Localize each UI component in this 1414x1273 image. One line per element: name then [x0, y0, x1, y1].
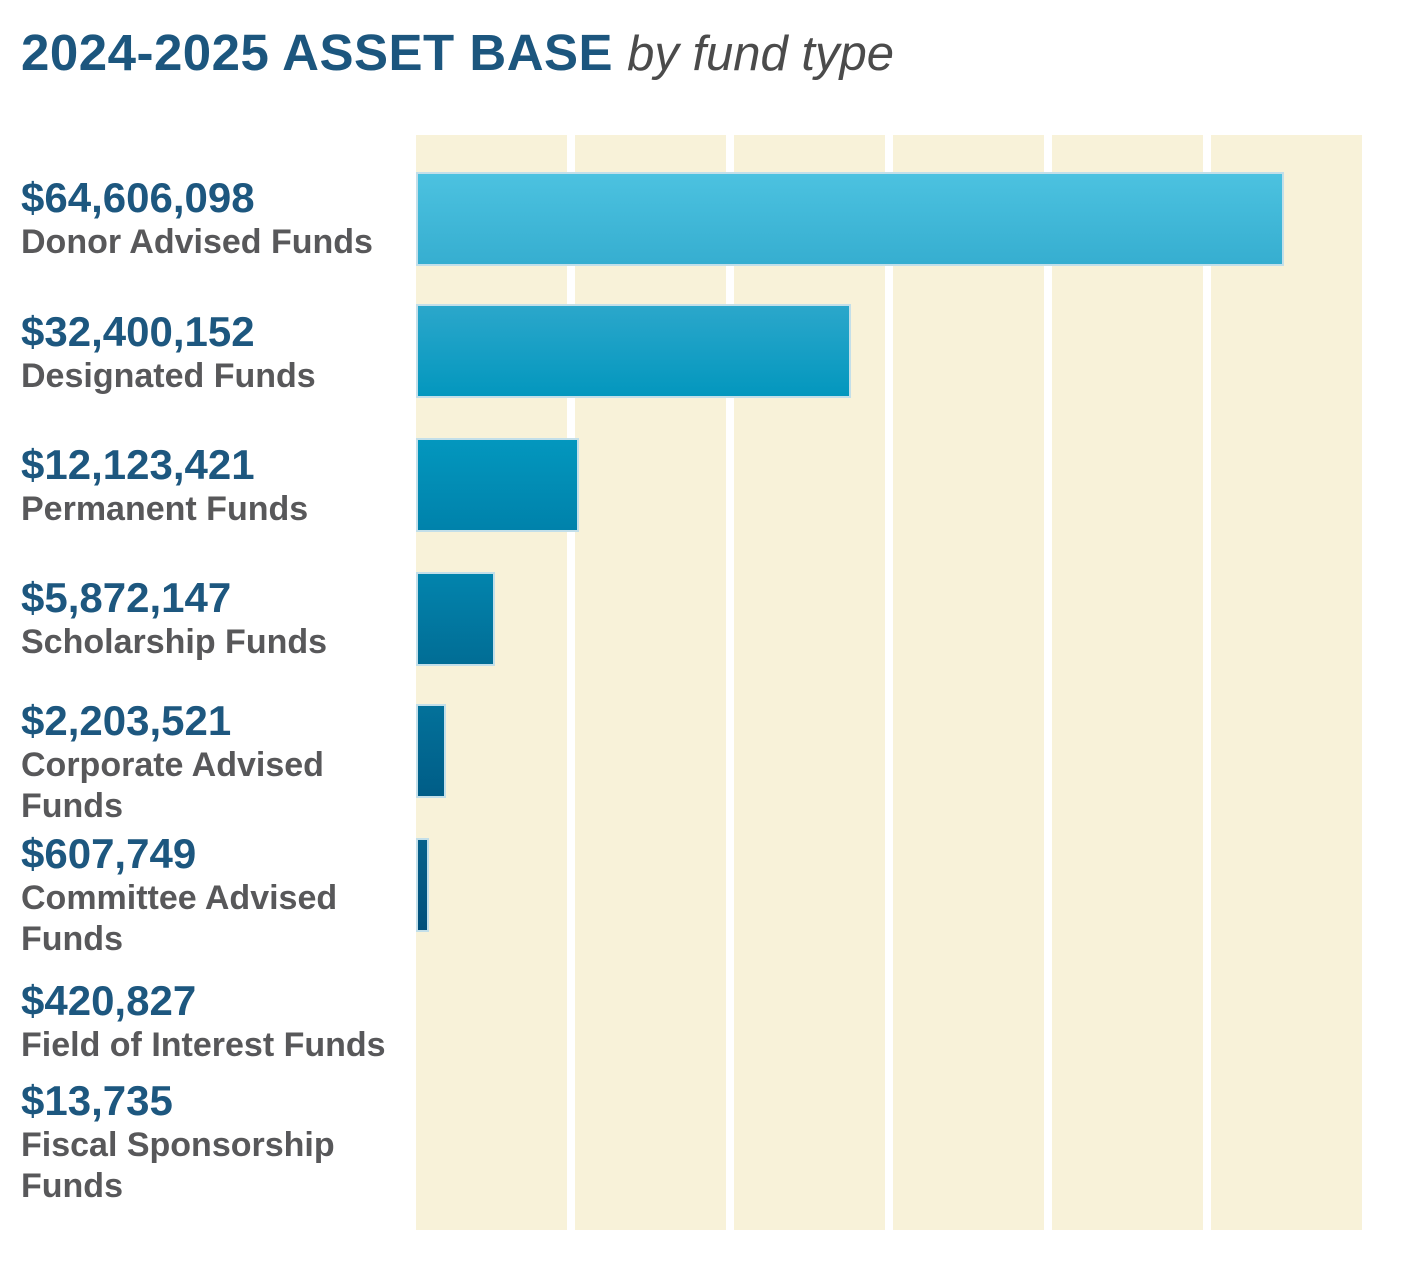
bar-category-label: Fiscal Sponsorship — [21, 1126, 335, 1164]
row-label-permanent-funds: $12,123,421 Permanent Funds — [21, 441, 406, 530]
chart-subtitle: by fund type — [627, 27, 895, 81]
row-label-fiscal-sponsorship-funds: $13,735 Fiscal Sponsorship Funds — [21, 1077, 406, 1207]
bar-category-label: Permanent Funds — [21, 490, 309, 528]
row-label-donor-advised-funds: $64,606,098 Donor Advised Funds — [21, 174, 406, 263]
bar-value-label: $5,872,147 — [21, 574, 232, 621]
bar-value-label: $420,827 — [21, 977, 197, 1024]
plot-area — [416, 135, 1362, 1230]
bar-value-label: $32,400,152 — [21, 308, 255, 355]
bar-designated-funds — [416, 304, 852, 398]
bar-value-label: $64,606,098 — [21, 174, 255, 221]
row-label-scholarship-funds: $5,872,147 Scholarship Funds — [21, 574, 406, 663]
bar-value-label: $12,123,421 — [21, 441, 255, 488]
chart-title: 2024-2025 ASSET BASE — [21, 24, 614, 81]
bar-category-label: Donor Advised Funds — [21, 223, 373, 261]
bar-value-label: $607,749 — [21, 830, 197, 877]
bar-committee-advised-funds — [416, 838, 429, 932]
bar-category-label: Funds — [21, 787, 123, 825]
bar-category-label: Committee Advised — [21, 879, 338, 917]
bar-category-label: Designated Funds — [21, 357, 316, 395]
bar-permanent-funds — [416, 438, 579, 532]
bar-donor-advised-funds — [416, 172, 1285, 266]
bar-category-label: Funds — [21, 920, 123, 958]
row-label-corporate-advised-funds: $2,203,521 Corporate Advised Funds — [21, 697, 406, 827]
bar-value-label: $2,203,521 — [21, 697, 232, 744]
row-label-committee-advised-funds: $607,749 Committee Advised Funds — [21, 830, 406, 960]
bar-scholarship-funds — [416, 572, 495, 666]
bar-category-label: Funds — [21, 1167, 123, 1205]
bar-category-label: Corporate Advised — [21, 746, 324, 784]
bar-value-label: $13,735 — [21, 1077, 173, 1124]
row-label-designated-funds: $32,400,152 Designated Funds — [21, 308, 406, 397]
bar-corporate-advised-funds — [416, 704, 446, 798]
chart-header: 2024-2025 ASSET BASE by fund type — [21, 22, 894, 97]
bar-category-label: Field of Interest Funds — [21, 1026, 386, 1064]
row-label-field-of-interest-funds: $420,827 Field of Interest Funds — [21, 977, 406, 1066]
bar-category-label: Scholarship Funds — [21, 623, 328, 661]
